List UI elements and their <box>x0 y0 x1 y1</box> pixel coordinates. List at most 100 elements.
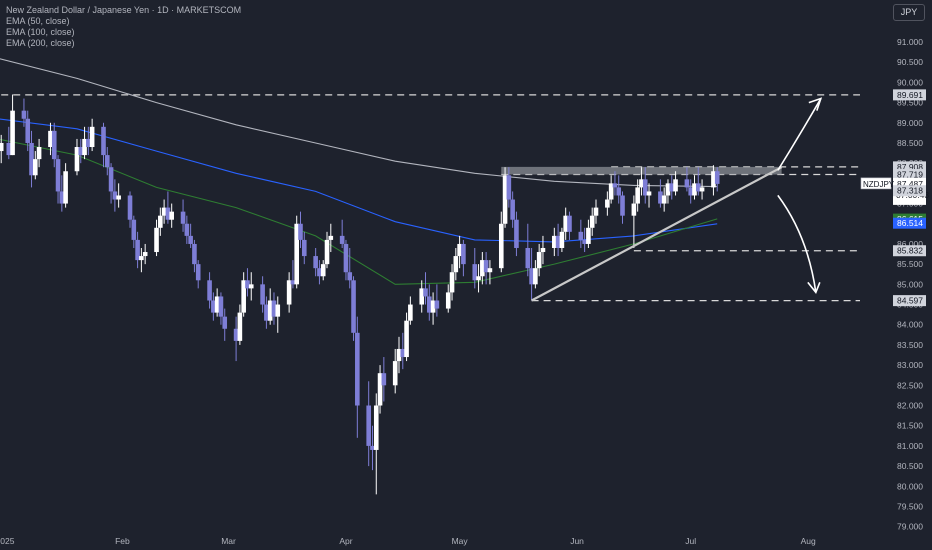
candle-body <box>419 288 425 305</box>
price-label-bg <box>893 217 926 229</box>
price-label-bg <box>893 185 926 197</box>
candle-body <box>593 207 599 216</box>
candle-body <box>36 147 42 160</box>
candle-body <box>445 292 451 309</box>
ema-lines <box>0 58 718 285</box>
candle-body <box>264 304 269 321</box>
candle-body <box>260 284 265 305</box>
candle-body <box>195 264 201 281</box>
price-label-level: 87.719 <box>897 170 923 180</box>
bearish-arrow <box>777 194 817 293</box>
candle-body <box>241 280 246 313</box>
candle-body <box>639 179 644 188</box>
candles <box>0 94 720 495</box>
x-tick-label: Aug <box>801 536 816 546</box>
x-tick-label: Mar <box>221 536 236 546</box>
ema100-legend[interactable]: EMA (100, close) <box>6 27 75 37</box>
candle-body <box>692 183 697 196</box>
candle-body <box>631 203 637 216</box>
candle-body <box>112 191 118 200</box>
candle-body <box>339 235 345 244</box>
x-tick-label: Jun <box>570 536 584 546</box>
candle-body <box>347 272 353 281</box>
candle-body <box>218 296 224 317</box>
candle-body <box>51 130 57 160</box>
candle-body <box>578 231 584 240</box>
y-tick-label: 88.500 <box>897 138 923 148</box>
y-tick-label: 82.000 <box>897 401 923 411</box>
candle-body <box>351 280 356 333</box>
candle-body <box>161 207 167 216</box>
candle-body <box>449 272 455 293</box>
candle-body <box>616 187 622 196</box>
y-tick-label: 86.000 <box>897 239 923 249</box>
candle-body <box>248 284 254 289</box>
candle-body <box>457 243 462 257</box>
symbol-label: NZDJPY <box>863 180 895 189</box>
candle-body <box>207 280 212 301</box>
y-tick-label: 82.500 <box>897 380 923 390</box>
ema200-legend[interactable]: EMA (200, close) <box>6 38 75 48</box>
y-tick-label: 89.000 <box>897 118 923 128</box>
candle-body <box>180 211 186 224</box>
candle-body <box>169 211 174 220</box>
price-label-level: 84.597 <box>897 296 923 306</box>
candle-body <box>366 405 371 446</box>
candle-body <box>552 235 557 248</box>
candle-body <box>586 227 591 244</box>
candle-body <box>21 110 27 119</box>
candle-body <box>10 110 15 156</box>
price-label-ema100: 86.514 <box>897 218 923 228</box>
candle-body <box>222 316 228 329</box>
price-axis[interactable]: 91.00090.50090.00089.50089.00088.50088.0… <box>897 37 923 532</box>
y-tick-label: 83.500 <box>897 340 923 350</box>
candle-body <box>487 268 493 273</box>
candle-body <box>567 215 572 232</box>
time-axis[interactable]: 2025 Feb Mar Apr May Jun Jul Aug <box>0 536 816 546</box>
candle-body <box>714 171 720 184</box>
drawings <box>531 97 823 302</box>
candle-body <box>476 276 481 281</box>
y-tick-label: 80.500 <box>897 461 923 471</box>
candle-body <box>536 252 542 269</box>
ema200-line <box>0 58 718 188</box>
candle-body <box>78 147 84 156</box>
ema100-line <box>0 118 718 243</box>
currency-button[interactable]: JPY <box>893 4 925 21</box>
candle-body <box>211 300 216 313</box>
candle-body <box>0 142 4 152</box>
candle-body <box>620 195 625 216</box>
symbol-title[interactable]: New Zealand Dollar / Japanese Yen · 1D ·… <box>6 5 242 15</box>
price-label-bg <box>893 295 926 307</box>
ema50-legend[interactable]: EMA (50, close) <box>6 16 70 26</box>
candle-body <box>165 207 171 220</box>
candle-body <box>135 239 140 261</box>
y-tick-label: 85.000 <box>897 279 923 289</box>
candle-body <box>658 191 663 204</box>
candle-body <box>328 235 334 240</box>
candle-body <box>82 138 87 156</box>
bullish-arrow <box>777 98 822 171</box>
x-tick-label: May <box>452 536 469 546</box>
candle-body <box>529 268 534 285</box>
candle-body <box>608 183 614 200</box>
candle-body <box>430 300 436 313</box>
candle-body <box>404 320 409 358</box>
candle-body <box>684 179 690 188</box>
trendline <box>531 166 783 302</box>
candle-body <box>275 304 281 317</box>
candle-body <box>233 328 239 341</box>
candle-body <box>370 445 375 450</box>
candle-body <box>514 219 519 248</box>
candle-body <box>408 304 413 321</box>
candle-body <box>711 171 716 188</box>
candle-body <box>271 300 277 317</box>
y-tick-label: 79.000 <box>897 522 923 532</box>
candle-body <box>646 191 652 196</box>
price-label-bg <box>893 245 926 257</box>
candle-body <box>108 167 114 192</box>
y-tick-label: 91.000 <box>897 37 923 47</box>
price-label-bg <box>893 169 926 181</box>
